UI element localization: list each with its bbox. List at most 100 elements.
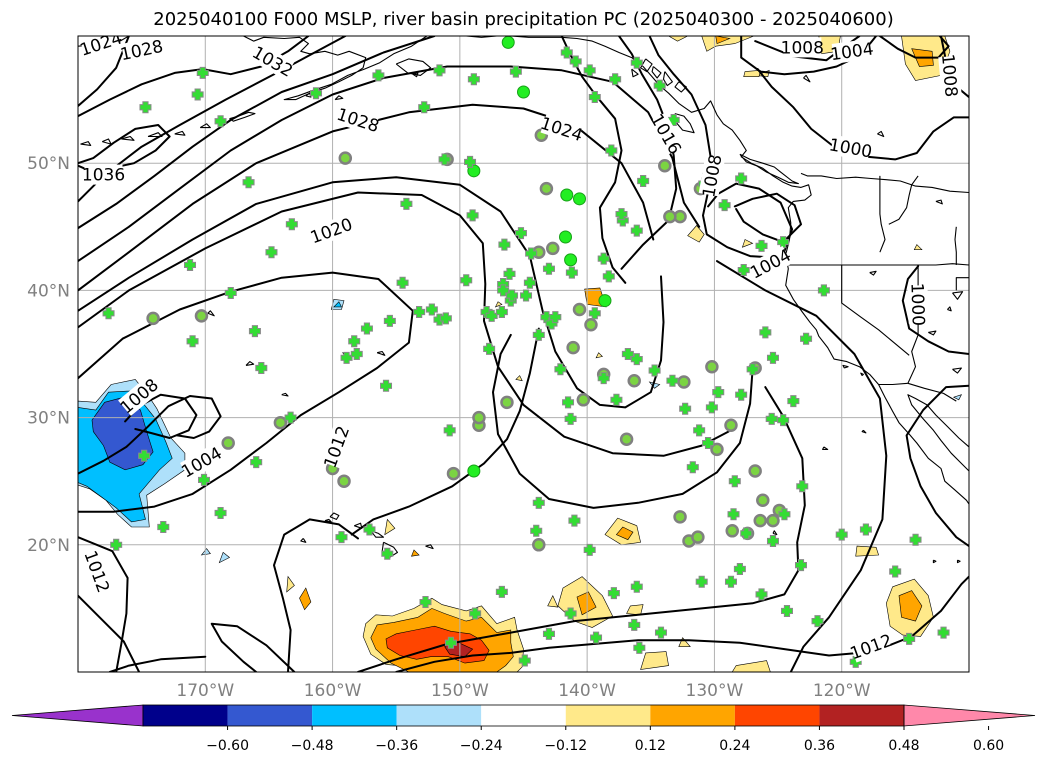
coastline — [803, 74, 811, 83]
station-marker-plus — [198, 473, 211, 486]
coastline — [324, 518, 332, 523]
isobar-line — [78, 176, 665, 409]
station-marker-gray — [273, 415, 288, 430]
station-marker-plus — [186, 335, 199, 348]
station-marker-plus — [666, 374, 679, 387]
colorbar-tick-label: 0.36 — [804, 738, 835, 754]
colorbar: −0.60 −0.48 −0.36 −0.24 −0.12 0.12 0.24 0.36 0.4… — [11, 704, 1036, 754]
station-marker-plus — [796, 480, 809, 493]
isobar-label-background — [698, 155, 726, 197]
isobar-label-background — [540, 113, 583, 145]
station-marker-plus — [495, 585, 508, 598]
station-marker-plus — [503, 267, 516, 280]
coastline — [121, 135, 135, 141]
precip-patch — [411, 549, 420, 557]
station-marker-plus — [102, 307, 115, 320]
isobar-line — [733, 192, 802, 244]
isobar-line — [78, 395, 222, 475]
station-marker-green — [573, 192, 587, 206]
station-marker-plus — [523, 276, 536, 289]
station-marker-plus — [755, 239, 768, 252]
station-marker-green — [564, 253, 578, 267]
isobar-label-background — [251, 43, 295, 80]
isobar-line — [78, 103, 655, 292]
coastline — [425, 544, 434, 550]
station-marker-plus — [609, 73, 622, 86]
colorbar-segment — [143, 705, 228, 726]
station-marker-plus — [485, 309, 498, 322]
station-marker-plus — [495, 306, 508, 319]
precip-patch — [913, 244, 923, 250]
lat-tick-label: 20°N — [27, 536, 70, 556]
station-marker-gray — [539, 181, 554, 196]
coastline — [956, 559, 961, 564]
colorbar-tick-label: −0.36 — [375, 738, 418, 754]
station-marker-plus — [889, 565, 902, 578]
station-marker-plus — [755, 588, 768, 601]
station-marker-plus — [285, 218, 298, 231]
station-marker-plus — [800, 332, 813, 345]
station-marker-plus — [759, 326, 772, 339]
coastline — [877, 130, 885, 138]
station-marker-plus — [265, 246, 278, 259]
station-marker-plus — [637, 175, 650, 188]
coastline — [888, 175, 919, 225]
station-marker-plus — [466, 209, 479, 222]
coastline — [376, 350, 386, 356]
station-marker-plus — [679, 402, 692, 415]
station-marker-plus — [542, 627, 555, 640]
coastline — [353, 522, 363, 529]
isobar-line — [78, 594, 141, 672]
coastline — [869, 270, 877, 276]
colorbar-segment — [312, 705, 397, 726]
coastline — [174, 130, 186, 136]
station-marker-plus — [464, 155, 477, 168]
station-marker-plus — [615, 208, 628, 221]
lon-tick-label: 140°W — [558, 681, 616, 701]
station-marker-plus — [718, 199, 731, 212]
station-marker-green — [501, 36, 515, 49]
station-marker-plus — [372, 69, 385, 82]
isobar-label-background — [320, 425, 353, 469]
isobar-label-background — [120, 36, 163, 64]
station-marker-plus — [413, 306, 426, 319]
isobar-label-background — [849, 630, 893, 663]
station-marker-plus — [728, 475, 741, 488]
isobar-line — [905, 384, 969, 548]
station-marker-plus — [530, 524, 543, 537]
station-marker-green — [559, 230, 573, 244]
station-marker-plus — [597, 372, 610, 385]
lon-tick-label: 130°W — [686, 681, 744, 701]
station-marker-plus — [214, 115, 227, 128]
colorbar-frame — [142, 704, 905, 727]
isobar-label: 1008 — [698, 153, 726, 199]
station-marker-plus — [214, 507, 227, 519]
station-marker-plus — [525, 247, 538, 260]
precip-patch — [576, 591, 597, 616]
precip-patch — [615, 526, 634, 541]
station-marker-plus — [191, 88, 204, 101]
precip-patch — [299, 587, 312, 611]
station-marker-gray — [753, 513, 768, 528]
coastline — [935, 199, 943, 205]
station-marker-plus — [787, 395, 800, 408]
colorbar-tick-label: 0.60 — [973, 738, 1004, 754]
precip-patch — [286, 575, 295, 593]
colorbar-tick-label: 0.24 — [719, 738, 750, 754]
station-marker-plus — [724, 575, 737, 588]
isobar-label: 1036 — [82, 164, 125, 186]
isobar-line — [648, 36, 794, 259]
station-marker-plus — [735, 172, 748, 185]
station-marker-gray — [663, 209, 677, 224]
station-marker-gray — [705, 359, 719, 374]
precip-patch — [200, 548, 211, 556]
station-marker-gray — [756, 493, 770, 508]
isobar-line — [78, 271, 414, 513]
colorbar-segment — [819, 705, 904, 726]
station-marker-plus — [348, 335, 361, 348]
isobar-line — [395, 575, 969, 672]
station-marker-plus — [633, 641, 646, 654]
isobar-label-background — [180, 443, 223, 481]
station-marker-plus — [630, 224, 643, 237]
station-marker-plus — [419, 596, 432, 609]
